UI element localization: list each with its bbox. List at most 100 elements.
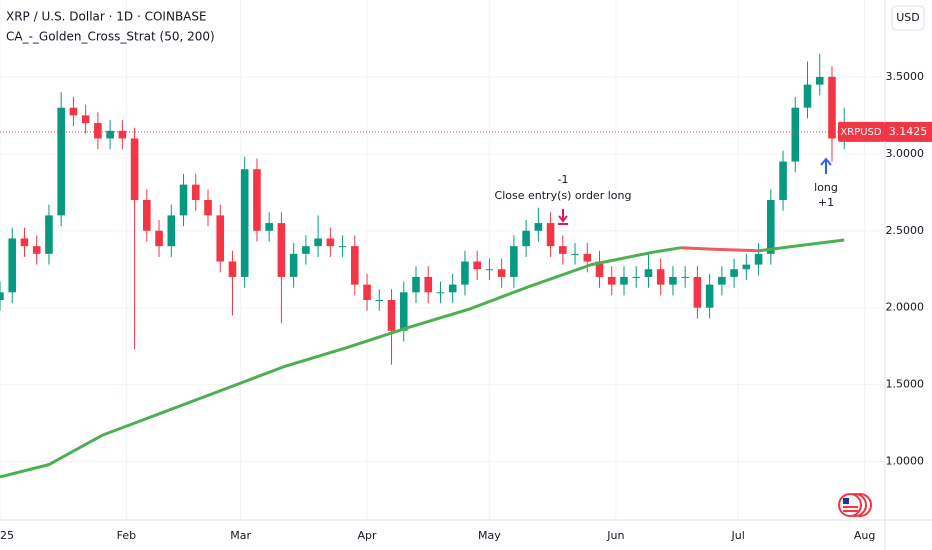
candle-body — [20, 238, 29, 247]
candle-body — [130, 138, 139, 200]
candle-body — [559, 246, 567, 254]
moving-average — [681, 246, 759, 253]
x-tick-label: May — [478, 529, 501, 542]
flag-icon — [838, 493, 872, 517]
candle-body — [277, 223, 286, 277]
candle-body — [497, 269, 506, 277]
candle-body — [607, 276, 616, 285]
entry-label: long — [814, 181, 838, 194]
moving-average — [758, 238, 845, 253]
entry-qty: +1 — [818, 196, 834, 209]
candle-body — [191, 184, 200, 200]
candle-body — [204, 200, 212, 216]
candle-body — [143, 200, 151, 231]
exit-qty: -1 — [558, 173, 569, 186]
last-price-label: 3.1425 — [889, 125, 928, 138]
candle-body — [534, 223, 543, 231]
candle-body — [693, 276, 702, 308]
candle-body — [681, 276, 689, 278]
candle-body — [669, 276, 677, 285]
exit-arrow — [558, 209, 568, 225]
candle-body — [510, 246, 518, 277]
candle-body — [803, 84, 812, 108]
candle-body — [265, 223, 273, 231]
candle-body — [167, 215, 176, 247]
y-tick-label: 3.0000 — [886, 147, 925, 160]
candle-body — [571, 253, 579, 255]
candle-body — [363, 284, 371, 300]
moving-average — [0, 246, 682, 479]
candle-body — [779, 161, 787, 200]
candle-body — [57, 107, 65, 216]
y-tick-label: 2.0000 — [886, 301, 925, 314]
candle-body — [375, 300, 384, 301]
y-tick-label: 3.5000 — [886, 70, 925, 83]
candle-body — [546, 223, 555, 247]
candle-body — [387, 300, 396, 331]
candle-body — [302, 246, 310, 254]
candle-body — [412, 276, 420, 293]
indicator-title: CA_-_Golden_Cross_Strat (50, 200) — [6, 30, 215, 44]
candle-body — [754, 253, 763, 265]
symbol-badge — [838, 121, 885, 142]
candle-body — [240, 169, 249, 277]
candle-body — [448, 284, 457, 293]
candle-body — [644, 269, 653, 277]
candle-body — [791, 107, 800, 162]
candle-body — [338, 246, 347, 248]
candle-body — [583, 253, 592, 262]
candle-body — [45, 215, 53, 254]
candle-body — [155, 230, 163, 247]
last-price-badge — [885, 121, 932, 142]
currency-label: USD — [896, 11, 920, 24]
plot — [0, 53, 849, 479]
candle-body — [620, 276, 628, 285]
candle-body — [106, 130, 114, 139]
candle-body — [228, 261, 237, 277]
candle-body — [253, 169, 261, 231]
candle-body — [118, 130, 127, 139]
candle-body — [179, 184, 188, 216]
candle-body — [656, 269, 665, 285]
candle-body — [424, 276, 433, 293]
candle-body — [742, 264, 751, 270]
candle-body — [94, 123, 102, 139]
candle-body — [8, 238, 17, 293]
candle-body — [730, 269, 738, 277]
candle-body — [436, 292, 445, 294]
x-tick-label: 2025 — [0, 529, 14, 542]
symbol-label: XRPUSD — [840, 127, 881, 138]
candle-body — [815, 76, 824, 85]
x-tick-label: Mar — [230, 529, 251, 542]
candle-body — [595, 261, 604, 277]
candle-body — [81, 115, 90, 124]
currency-button[interactable] — [891, 5, 925, 31]
x-tick-label: Feb — [117, 529, 136, 542]
x-tick-label: Jul — [731, 529, 745, 542]
candle-body — [461, 261, 469, 285]
candle-body — [399, 292, 408, 331]
candle-body — [314, 238, 322, 247]
candle-body — [828, 76, 836, 139]
y-tick-label: 1.5000 — [886, 378, 925, 391]
candle-body — [69, 107, 78, 116]
y-tick-label: 2.5000 — [886, 224, 925, 237]
chart-title: XRP / U.S. Dollar · 1D · COINBASE — [6, 10, 207, 24]
candle-body — [0, 292, 4, 300]
candle-body — [632, 276, 641, 278]
candle-body — [473, 261, 481, 270]
candle-body — [522, 230, 530, 247]
candle-body — [718, 276, 726, 285]
exit-label: Close entry(s) order long — [495, 189, 632, 202]
x-tick-label: Jun — [606, 529, 624, 542]
candle-body — [326, 238, 335, 247]
candle-body — [767, 200, 775, 254]
candle-body — [289, 253, 298, 277]
entry-arrow — [820, 157, 832, 174]
candle-body — [705, 284, 714, 308]
candle-body — [485, 269, 494, 271]
x-tick-label: Apr — [358, 529, 378, 542]
candle-body — [216, 215, 225, 262]
x-tick-label: Aug — [854, 529, 875, 542]
